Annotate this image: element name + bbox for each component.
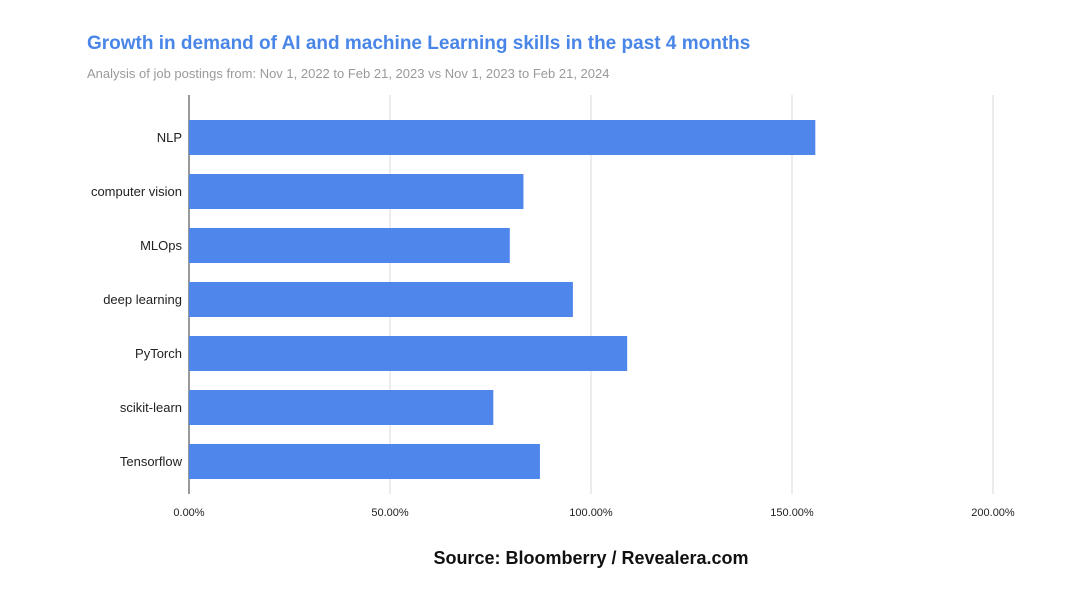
bar: [189, 228, 510, 263]
bars: [189, 120, 816, 479]
category-label: scikit-learn: [120, 400, 182, 415]
bar: [189, 336, 628, 371]
bar: [189, 120, 816, 155]
category-label: PyTorch: [135, 346, 182, 361]
bar: [189, 390, 494, 425]
bar-chart: NLP computer vision MLOps deep learning PyTo…: [91, 95, 1015, 519]
x-tick-label: 0.00%: [173, 507, 204, 519]
bar: [189, 444, 540, 479]
category-label: Tensorflow: [120, 454, 183, 469]
source-caption: Source: Bloomberry / Revealera.com: [433, 548, 749, 568]
x-tick-label: 100.00%: [569, 507, 613, 519]
category-label: computer vision: [91, 184, 182, 199]
bar: [189, 174, 524, 209]
category-label: NLP: [157, 130, 182, 145]
category-labels: NLP computer vision MLOps deep learning PyTo…: [91, 130, 183, 469]
category-label: deep learning: [103, 292, 182, 307]
chart-subtitle: Analysis of job postings from: Nov 1, 20…: [87, 66, 610, 81]
bar: [189, 282, 573, 317]
x-tick-labels: 0.00% 50.00% 100.00% 150.00% 200.00%: [173, 507, 1015, 519]
x-tick-label: 150.00%: [770, 507, 814, 519]
x-tick-label: 50.00%: [371, 507, 409, 519]
x-tick-label: 200.00%: [971, 507, 1015, 519]
category-label: MLOps: [140, 238, 182, 253]
chart-title: Growth in demand of AI and machine Learn…: [87, 33, 751, 54]
